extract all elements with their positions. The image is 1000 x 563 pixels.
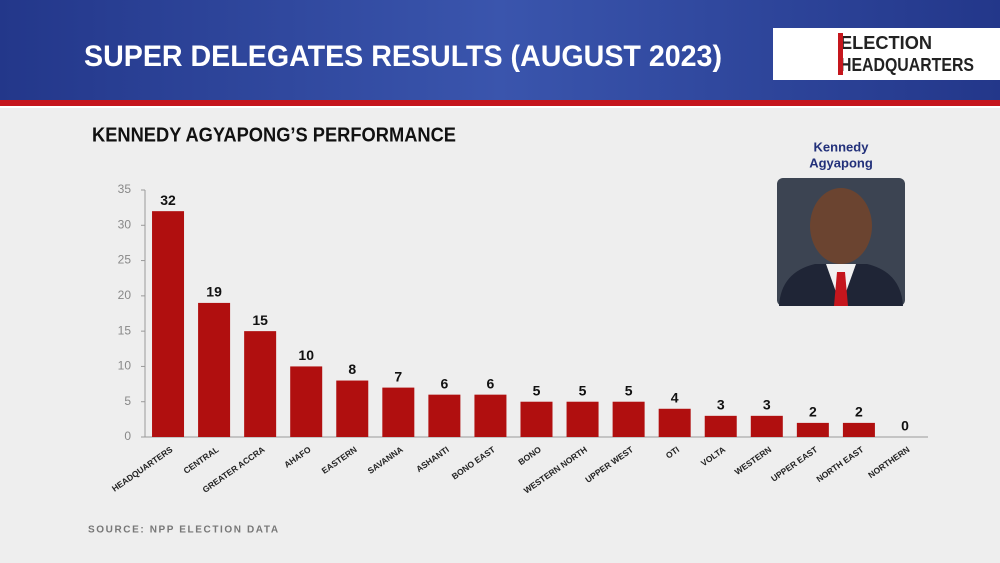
photo-caption-2: Agyapong — [809, 155, 873, 170]
source-note: SOURCE: NPP ELECTION DATA — [88, 525, 280, 536]
bar — [612, 401, 645, 437]
header-title: SUPER DELEGATES RESULTS (AUGUST 2023) — [84, 40, 722, 73]
bar — [750, 415, 783, 437]
y-tick-label: 5 — [124, 394, 131, 408]
data-label: 5 — [533, 382, 541, 398]
portrait — [777, 178, 905, 306]
bar — [428, 394, 461, 437]
data-label: 6 — [487, 375, 495, 391]
data-label: 3 — [717, 397, 725, 413]
data-label: 7 — [394, 368, 402, 384]
bar — [704, 415, 737, 437]
portrait-head — [810, 188, 872, 264]
data-label: 6 — [440, 375, 448, 391]
bar — [198, 302, 231, 437]
data-label: 0 — [901, 418, 909, 434]
y-tick-label: 20 — [118, 288, 132, 302]
bar — [796, 422, 829, 437]
bar — [658, 408, 691, 437]
bar — [336, 380, 369, 437]
bar — [520, 401, 553, 437]
logo-accent — [838, 33, 843, 75]
y-tick-label: 35 — [118, 182, 132, 196]
header-rule — [0, 100, 1000, 106]
y-tick-label: 25 — [118, 253, 132, 267]
bar — [290, 366, 323, 437]
bar — [382, 387, 415, 437]
logo-line-1: ELECTION — [840, 33, 932, 53]
logo-box — [773, 28, 1000, 80]
data-label: 2 — [809, 404, 817, 420]
bar — [566, 401, 599, 437]
data-label: 5 — [625, 382, 633, 398]
y-tick-label: 15 — [118, 323, 132, 337]
y-tick-label: 10 — [118, 359, 132, 373]
bar — [152, 211, 185, 437]
portrait-tie — [834, 272, 848, 306]
header-rule-white — [0, 106, 1000, 108]
photo-caption-1: Kennedy — [814, 139, 870, 154]
data-label: 10 — [298, 347, 314, 363]
data-label: 2 — [855, 404, 863, 420]
logo-line-2: HEADQUARTERS — [840, 55, 974, 75]
data-label: 5 — [579, 382, 587, 398]
data-label: 15 — [252, 312, 268, 328]
bar — [474, 394, 507, 437]
y-tick-label: 30 — [118, 217, 132, 231]
y-tick-label: 0 — [124, 429, 131, 443]
bar — [244, 331, 277, 437]
data-label: 32 — [160, 192, 176, 208]
chart-title: KENNEDY AGYAPONG’S PERFORMANCE — [92, 124, 456, 146]
bar — [842, 422, 875, 437]
data-label: 4 — [671, 389, 679, 405]
data-label: 8 — [348, 361, 356, 377]
data-label: 19 — [206, 284, 222, 300]
data-label: 3 — [763, 397, 771, 413]
